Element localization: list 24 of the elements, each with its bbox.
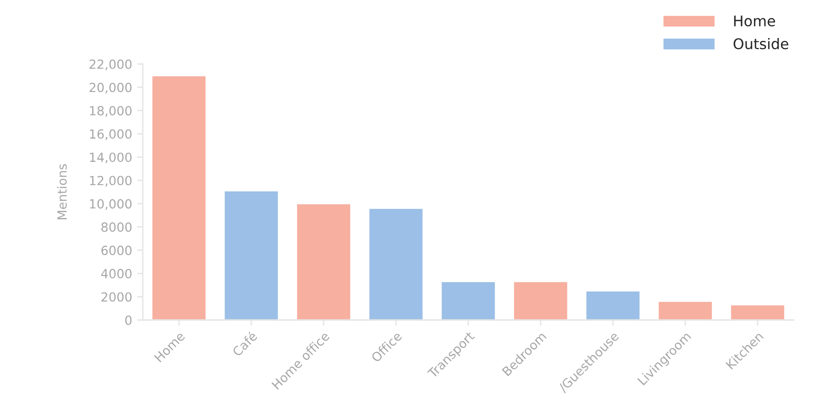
y-tick-label: 0 — [125, 315, 132, 325]
bar — [368, 208, 424, 320]
legend-label: Outside — [734, 38, 788, 50]
y-tick-label: 8000 — [101, 222, 132, 232]
bar — [512, 281, 568, 320]
legend-label: Home — [734, 16, 776, 26]
y-tick-label: 2000 — [101, 292, 132, 302]
bar — [296, 203, 352, 320]
y-tick-label: 4000 — [101, 268, 132, 278]
bar — [440, 281, 496, 320]
bar — [224, 190, 279, 320]
bar — [730, 304, 786, 320]
y-tick-label: 16,000 — [90, 129, 132, 140]
y-tick-label: 18,000 — [90, 106, 132, 117]
bar — [151, 75, 207, 320]
y-tick-label: 12,000 — [90, 176, 132, 187]
y-tick-label: 14,000 — [90, 152, 132, 164]
bar — [658, 300, 713, 320]
bar — [585, 290, 641, 320]
y-tick-label: 10,000 — [90, 199, 132, 210]
y-tick-label: 20,000 — [90, 82, 132, 94]
y-axis-title: Mentions — [57, 164, 67, 220]
y-tick-label: 6000 — [101, 246, 132, 256]
y-tick-label: 22,000 — [90, 59, 132, 70]
